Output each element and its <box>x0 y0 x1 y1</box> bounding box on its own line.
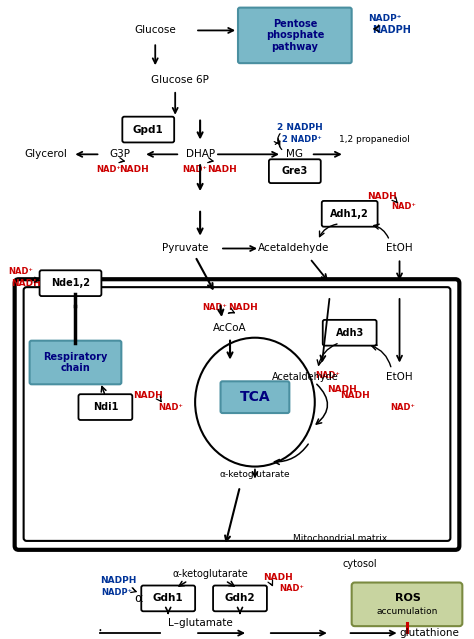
Text: DHAP: DHAP <box>185 150 215 159</box>
Text: α-ketoglutarate: α-ketoglutarate <box>172 569 248 578</box>
FancyBboxPatch shape <box>79 394 132 420</box>
Text: NAD⁺: NAD⁺ <box>202 304 228 312</box>
Text: TCA: TCA <box>240 390 270 404</box>
Text: accumulation: accumulation <box>377 607 438 616</box>
Text: 2 NADP⁺: 2 NADP⁺ <box>282 135 322 144</box>
Text: NADP⁺: NADP⁺ <box>101 588 132 597</box>
Text: NADPH: NADPH <box>372 26 411 35</box>
Text: α-ketoglutarate: α-ketoglutarate <box>219 470 290 479</box>
FancyBboxPatch shape <box>352 583 462 626</box>
Text: Pyruvate: Pyruvate <box>162 243 209 254</box>
Text: Acetaldehyde: Acetaldehyde <box>272 373 338 382</box>
FancyBboxPatch shape <box>269 159 321 183</box>
Text: NADH: NADH <box>228 304 258 312</box>
Text: NADH: NADH <box>207 165 237 174</box>
Text: Respiratory
chain: Respiratory chain <box>43 351 108 373</box>
FancyBboxPatch shape <box>213 585 267 612</box>
Text: NADH: NADH <box>340 390 370 400</box>
FancyBboxPatch shape <box>322 201 378 227</box>
Text: NADH: NADH <box>327 385 356 394</box>
Text: Pentose
phosphate
pathway: Pentose phosphate pathway <box>265 19 324 52</box>
Text: G3P: G3P <box>110 150 131 159</box>
Text: NAD⁺: NAD⁺ <box>96 165 121 174</box>
Text: L–glutamate: L–glutamate <box>168 618 232 628</box>
FancyBboxPatch shape <box>15 279 459 550</box>
Ellipse shape <box>195 337 315 466</box>
Text: NAD⁺: NAD⁺ <box>390 403 415 412</box>
Text: NADH: NADH <box>119 165 149 174</box>
FancyBboxPatch shape <box>220 381 289 413</box>
Text: Glucose: Glucose <box>134 26 176 35</box>
FancyBboxPatch shape <box>29 341 121 384</box>
FancyBboxPatch shape <box>141 585 195 612</box>
Text: NAD⁺: NAD⁺ <box>182 165 208 174</box>
Text: NADH: NADH <box>11 279 40 288</box>
Text: 1,2 propanediol: 1,2 propanediol <box>339 135 410 144</box>
Text: Glycerol: Glycerol <box>24 150 67 159</box>
FancyBboxPatch shape <box>24 287 450 541</box>
Text: NAD⁺: NAD⁺ <box>315 371 340 380</box>
Text: AcCoA: AcCoA <box>213 323 247 333</box>
Text: NAD⁺: NAD⁺ <box>158 403 182 412</box>
Text: ROS: ROS <box>394 594 420 603</box>
Text: Glucose 6P: Glucose 6P <box>151 75 209 85</box>
Text: Acetaldehyde: Acetaldehyde <box>258 243 329 254</box>
FancyBboxPatch shape <box>40 270 101 296</box>
Text: Gre3: Gre3 <box>282 166 308 176</box>
FancyBboxPatch shape <box>238 8 352 63</box>
Text: Ndi1: Ndi1 <box>93 402 118 412</box>
Text: EtOH: EtOH <box>386 243 413 254</box>
Text: Nde1,2: Nde1,2 <box>51 278 90 288</box>
Text: NAD⁺: NAD⁺ <box>391 203 416 212</box>
Text: EtOH: EtOH <box>386 373 413 382</box>
Text: Mitochondrial matrix: Mitochondrial matrix <box>292 534 387 543</box>
Text: NADH: NADH <box>263 573 293 582</box>
Text: Gpd1: Gpd1 <box>133 125 164 135</box>
Text: NADH: NADH <box>133 390 163 400</box>
Text: α: α <box>134 592 142 605</box>
Text: Adh3: Adh3 <box>336 328 364 338</box>
Text: NAD⁺: NAD⁺ <box>279 584 304 593</box>
Text: cytosol: cytosol <box>342 558 377 569</box>
FancyBboxPatch shape <box>323 320 376 346</box>
Text: NADPH: NADPH <box>100 576 137 585</box>
Text: MG: MG <box>286 150 303 159</box>
Text: Gdh2: Gdh2 <box>225 594 255 603</box>
Text: Adh1,2: Adh1,2 <box>330 209 369 219</box>
Text: 2 NADPH: 2 NADPH <box>277 123 323 132</box>
Text: glutathione: glutathione <box>400 628 459 638</box>
Text: NAD⁺: NAD⁺ <box>8 267 33 276</box>
Text: NADH: NADH <box>367 192 396 201</box>
FancyBboxPatch shape <box>122 117 174 142</box>
Text: NADP⁺: NADP⁺ <box>368 14 401 23</box>
Text: Gdh1: Gdh1 <box>153 594 183 603</box>
